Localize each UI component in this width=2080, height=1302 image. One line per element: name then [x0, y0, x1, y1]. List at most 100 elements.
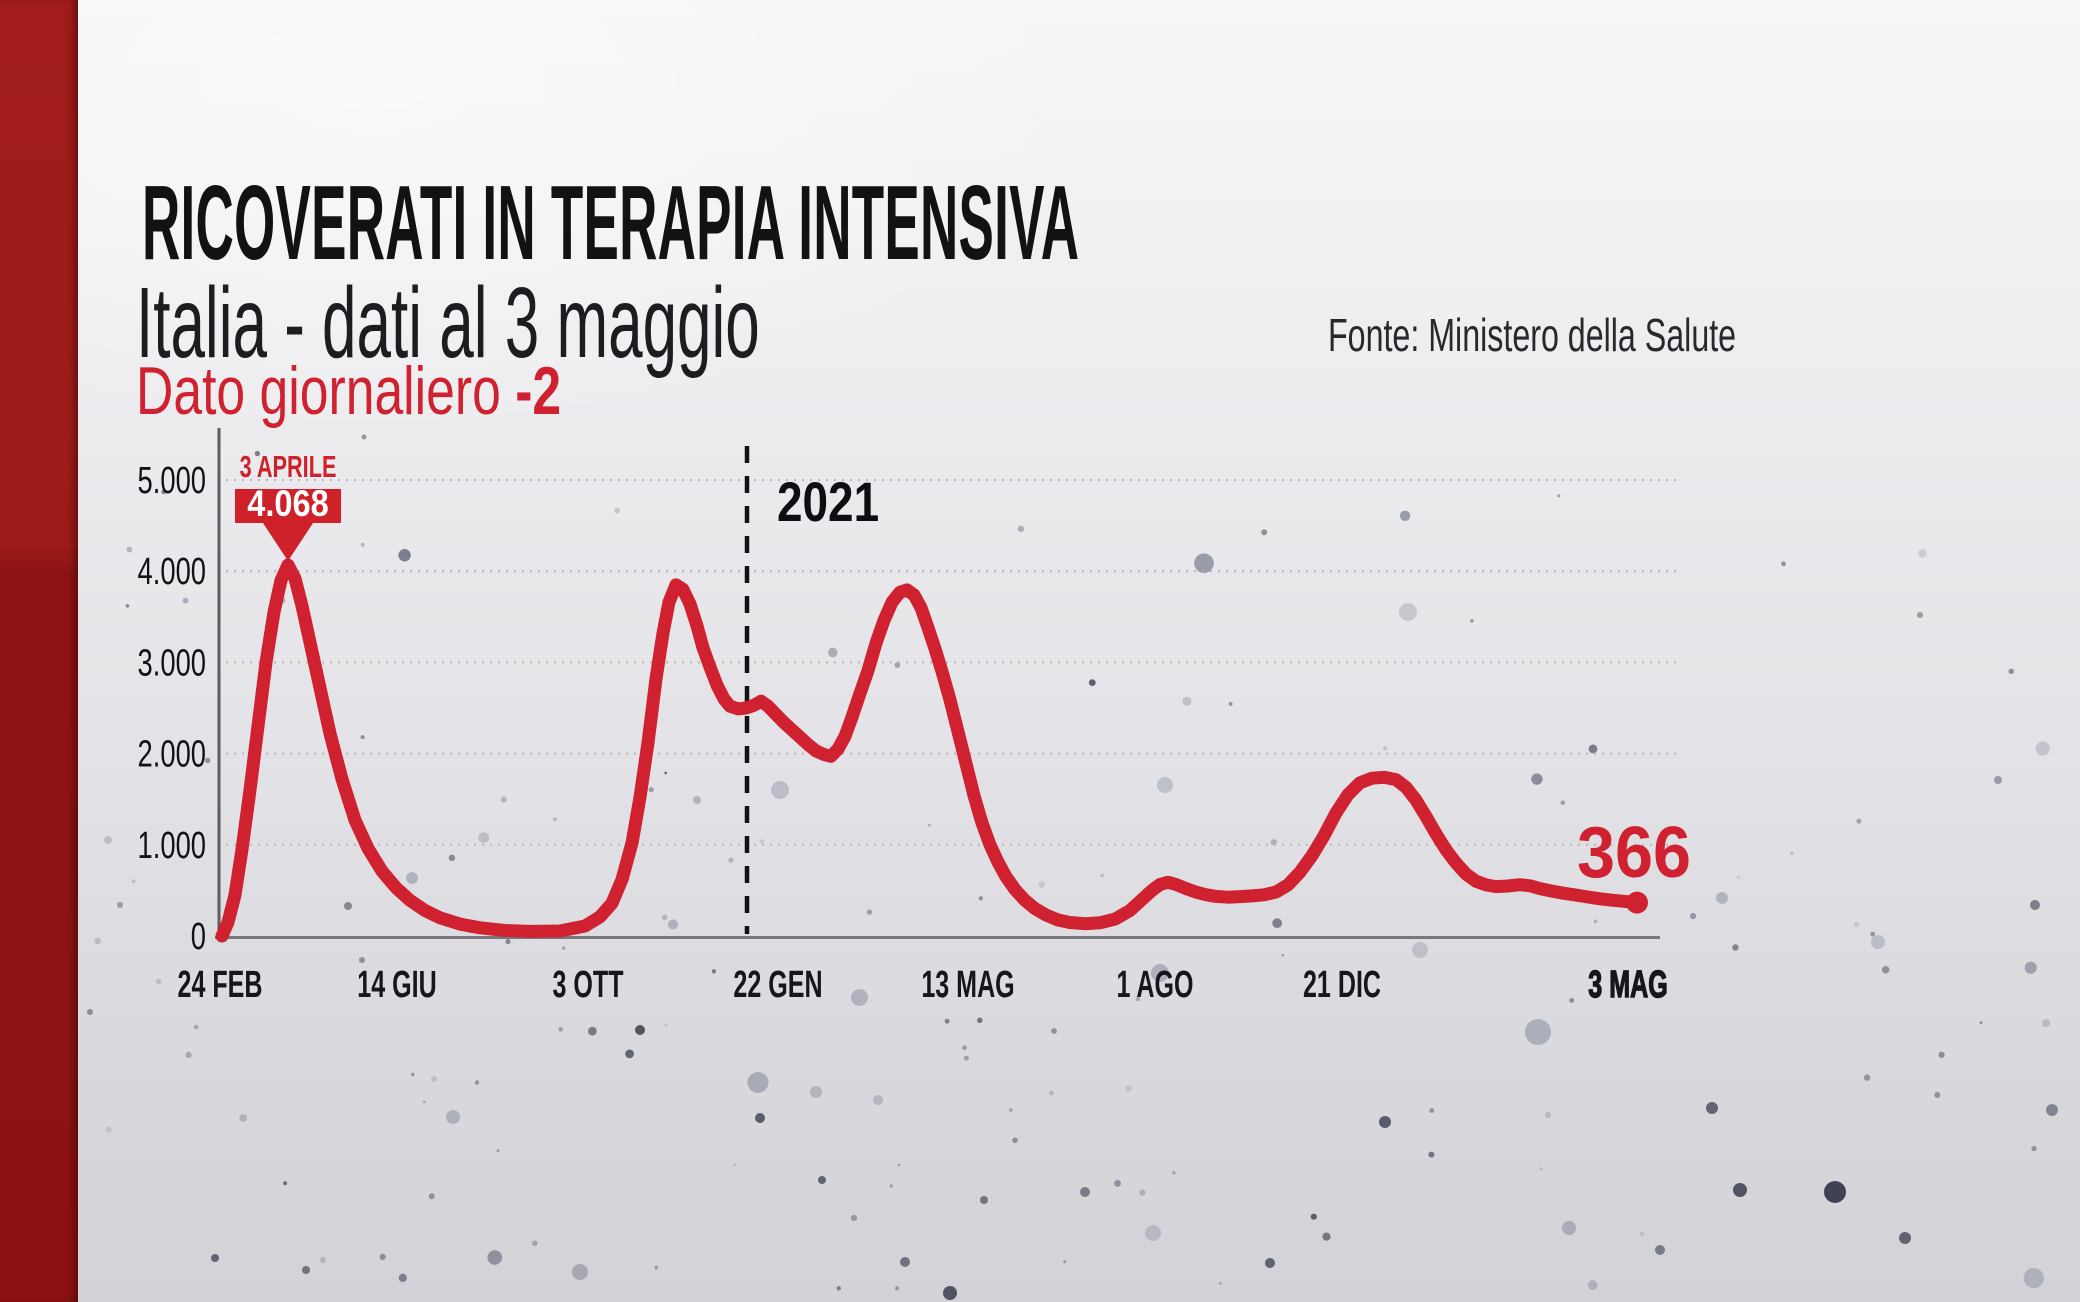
speckle-dot [360, 735, 365, 740]
speckle-dot [505, 938, 511, 945]
speckle-dot [1881, 966, 1890, 974]
speckle-dot [161, 489, 167, 495]
speckle-dot [1051, 1028, 1057, 1034]
speckle-dot [87, 1009, 93, 1015]
speckle-dot [500, 796, 507, 803]
speckle-dot [1863, 1074, 1871, 1081]
speckle-dot [572, 1264, 588, 1280]
speckle-dot [962, 1045, 967, 1050]
speckle-dot [1100, 873, 1104, 878]
speckle-dot [850, 1214, 858, 1221]
speckle-dot [1706, 1102, 1718, 1114]
speckle-dot [193, 1024, 199, 1030]
speckle-dot [1399, 510, 1411, 521]
speckle-dot [1938, 1051, 1945, 1058]
speckle-dot [1038, 881, 1046, 888]
annotation-date-label: 3 APRILE [240, 449, 337, 484]
speckle-dot [1934, 1092, 1941, 1098]
y-tick-label: 5.000 [138, 460, 206, 502]
speckle-dot [1531, 773, 1543, 785]
y-tick-label: 3.000 [138, 642, 206, 684]
speckle-dot [398, 1273, 407, 1282]
speckle-dot [654, 1265, 659, 1270]
speckle-dot [474, 1080, 480, 1085]
speckle-dot [320, 1257, 326, 1263]
speckle-dot [379, 1253, 386, 1260]
speckle-dot [755, 1113, 765, 1123]
speckle-dot [1918, 549, 1927, 558]
speckle-dot [302, 1266, 310, 1274]
speckle-dot [648, 786, 654, 793]
speckle-dot [1261, 529, 1268, 536]
speckle-dot [1917, 612, 1923, 618]
daily-change-label: Dato giornaliero [136, 353, 516, 429]
speckle-dot [1525, 1019, 1551, 1045]
speckle-dot [406, 872, 418, 884]
speckle-dot [104, 836, 112, 844]
speckle-dot [446, 1110, 460, 1124]
speckle-dot [131, 879, 136, 884]
speckle-dot [664, 771, 667, 775]
speckle-dot [1737, 875, 1741, 879]
x-tick-label: 3 OTT [552, 963, 623, 1005]
speckle-dot [1383, 746, 1388, 751]
page-subtitle: Italia - dati al 3 maggio [136, 267, 760, 379]
daily-change-line: Dato giornaliero -2 [136, 357, 695, 425]
speckle-dot [894, 662, 901, 668]
speckle-dot [1265, 1258, 1275, 1268]
speckle-dot [944, 1018, 950, 1024]
speckle-dot [941, 995, 945, 999]
speckle-dot [1139, 1189, 1146, 1196]
speckle-dot [1733, 1183, 1747, 1197]
speckle-dot [1088, 679, 1096, 686]
y-tick-label: 1.000 [138, 825, 206, 867]
speckle-dot [977, 1017, 983, 1024]
speckle-dot [2008, 668, 2014, 674]
x-tick-label: 14 GIU [357, 963, 436, 1005]
speckle-dot [588, 1026, 597, 1036]
speckle-dot [1899, 1232, 1911, 1244]
speckle-dot [668, 919, 678, 930]
x-tick-label: 24 FEB [177, 963, 262, 1005]
speckle-dot [532, 1240, 538, 1246]
left-red-sidebar [0, 0, 78, 1302]
speckle-dot [1587, 1280, 1598, 1290]
speckle-dot [1612, 333, 1616, 337]
daily-change-value: -2 [515, 353, 562, 429]
speckle-dot [2046, 1104, 2058, 1116]
speckle-dot [2023, 1268, 2044, 1289]
speckle-dot [889, 1184, 893, 1188]
speckle-dot [1732, 944, 1739, 951]
speckle-dot [1690, 913, 1697, 920]
speckle-dot [828, 647, 838, 658]
y-tick-label: 4.000 [138, 551, 206, 593]
speckle-dot [306, 407, 312, 413]
speckle-dot [344, 902, 352, 910]
speckle-dot [614, 507, 621, 514]
speckle-dot [1790, 851, 1794, 855]
speckle-dot [360, 542, 365, 547]
speckle-dot [1870, 931, 1876, 937]
speckle-dot [1379, 1116, 1391, 1128]
speckle-dot [1114, 1180, 1121, 1187]
speckle-dot [711, 969, 717, 974]
series-end-dot [1626, 891, 1648, 914]
latest-value-label: 366 [1577, 811, 1691, 892]
annotation-badge [235, 489, 341, 523]
speckle-dot [1172, 1171, 1176, 1175]
speckle-dot [283, 1181, 288, 1186]
speckle-dot [1593, 919, 1598, 924]
speckle-dot [728, 857, 734, 863]
speckle-dot [1470, 619, 1474, 623]
x-tick-label: 22 GEN [733, 963, 822, 1005]
speckle-dot [664, 1024, 668, 1027]
speckle-dot [836, 1286, 841, 1291]
speckle-dot [1182, 696, 1192, 706]
speckle-dot [1080, 1187, 1090, 1197]
speckle-dot [428, 1193, 435, 1200]
speckle-dot [558, 1027, 563, 1032]
speckle-dot [1228, 701, 1233, 706]
x-tick-label: 21 DIC [1303, 963, 1381, 1005]
